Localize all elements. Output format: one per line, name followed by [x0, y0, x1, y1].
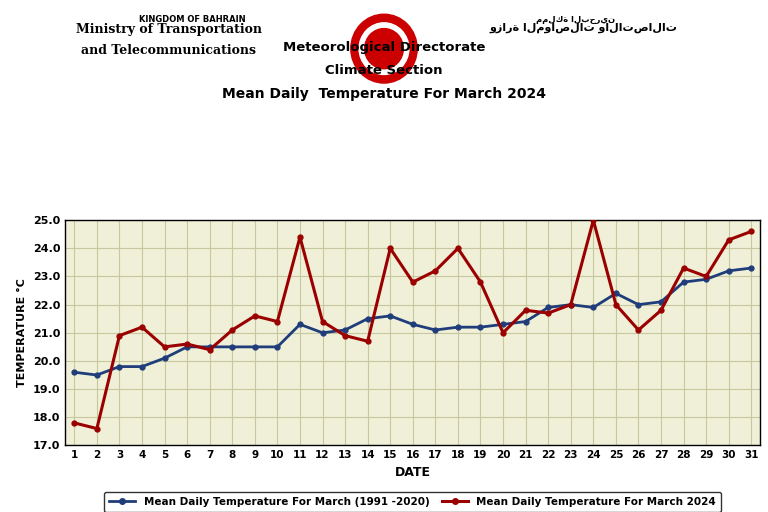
Legend: Mean Daily Temperature For March (1991 -2020), Mean Daily Temperature For March : Mean Daily Temperature For March (1991 -… [104, 492, 721, 512]
Text: Ministry of Transportation: Ministry of Transportation [76, 23, 262, 36]
Circle shape [351, 14, 417, 83]
Text: مملكة البحرين: مملكة البحرين [536, 15, 616, 25]
Circle shape [359, 23, 409, 74]
Text: KINGDOM OF BAHRAIN: KINGDOM OF BAHRAIN [139, 15, 245, 25]
Text: and Telecommunications: and Telecommunications [81, 44, 257, 56]
X-axis label: DATE: DATE [395, 466, 431, 479]
Text: Climate Section: Climate Section [326, 64, 442, 77]
Text: وزارة المواصلات والاتصالات: وزارة المواصلات والاتصالات [490, 23, 677, 33]
Y-axis label: TEMPERATURE °C: TEMPERATURE °C [18, 279, 28, 387]
Text: Mean Daily  Temperature For March 2024: Mean Daily Temperature For March 2024 [222, 87, 546, 101]
Circle shape [365, 29, 403, 69]
Text: Meteorological Directorate: Meteorological Directorate [283, 41, 485, 54]
